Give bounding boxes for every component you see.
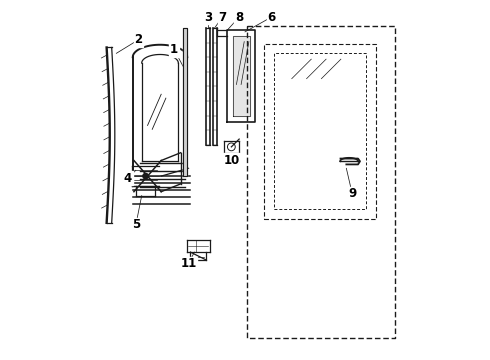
Text: 5: 5: [132, 218, 140, 231]
Polygon shape: [183, 28, 187, 176]
Text: 4: 4: [124, 172, 132, 185]
Text: 7: 7: [219, 10, 226, 23]
Text: 6: 6: [268, 10, 276, 23]
Text: 11: 11: [180, 257, 196, 270]
Circle shape: [143, 174, 148, 179]
Text: 8: 8: [235, 10, 243, 23]
Polygon shape: [233, 36, 250, 116]
Text: 1: 1: [170, 43, 178, 56]
Text: 10: 10: [223, 154, 240, 167]
Text: 9: 9: [348, 187, 356, 200]
Text: 3: 3: [204, 10, 212, 23]
Text: 2: 2: [135, 33, 143, 46]
